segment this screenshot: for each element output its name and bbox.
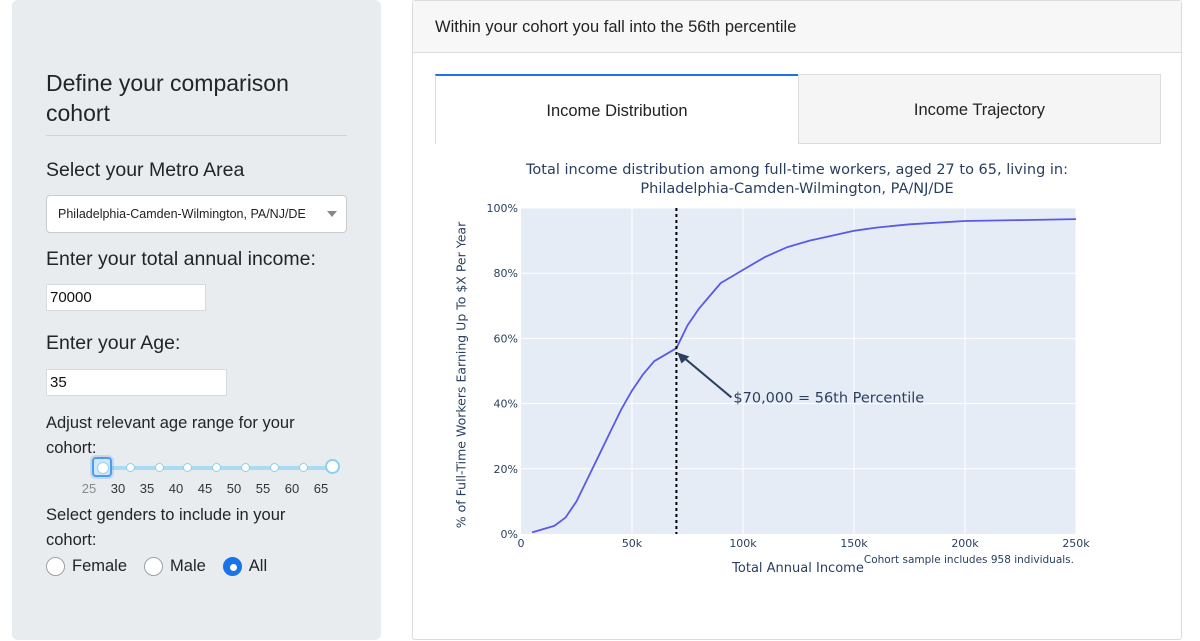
- income-input[interactable]: 70000: [46, 284, 206, 311]
- radio-female-label[interactable]: Female: [72, 556, 128, 575]
- slider-mark: 65: [313, 481, 329, 496]
- radio-female[interactable]: [46, 556, 65, 576]
- annotation: $70,000 = 56th Percentile: [675, 208, 924, 534]
- slider-mark: 55: [255, 481, 271, 496]
- gender-radio-group: Female Male All: [46, 555, 284, 577]
- chart-title-line2: Philadelphia-Camden-Wilmington, PA/NJ/DE: [640, 181, 954, 197]
- slider-dot: [126, 463, 135, 472]
- slider-mark: 50: [226, 481, 242, 496]
- x-tick-label: 250k: [1062, 537, 1090, 550]
- tab-income-trajectory[interactable]: Income Trajectory: [798, 74, 1161, 144]
- ticks: 0 50k 100k 150k 200k 250k 0% 20% 40% 60% 80% 100% To…: [487, 202, 1091, 576]
- slider-dot: [241, 463, 250, 472]
- annotation-text: $70,000 = 56th Percentile: [733, 390, 924, 406]
- results-card: Within your cohort you fall into the 56t…: [412, 0, 1182, 640]
- radio-all-label[interactable]: All: [248, 556, 268, 575]
- sample-footnote: Cohort sample includes 958 individuals.: [864, 554, 1074, 566]
- grid: [521, 207, 1077, 534]
- metro-select-value: Philadelphia-Camden-Wilmington, PA/NJ/DE: [58, 207, 306, 221]
- x-tick-label: 0: [518, 537, 525, 550]
- slider-mark: 60: [284, 481, 300, 496]
- slider-mark: 25: [81, 481, 97, 496]
- age-input[interactable]: 35: [46, 369, 227, 396]
- slider-mark: 45: [197, 481, 213, 496]
- age-label: Enter your Age:: [46, 332, 181, 354]
- slider-dot: [299, 463, 308, 472]
- slider-dot: [155, 463, 164, 472]
- metro-label: Select your Metro Area: [46, 159, 245, 181]
- cohort-sidebar: Define your comparison cohort Select you…: [12, 0, 381, 640]
- x-tick-label: 100k: [729, 537, 757, 550]
- slider-mark: 40: [168, 481, 184, 496]
- slider-mark: 35: [139, 481, 155, 496]
- y-tick-label: 80%: [494, 267, 518, 280]
- radio-male-label[interactable]: Male: [170, 556, 206, 575]
- y-tick-label: 100%: [487, 202, 518, 215]
- x-tick-label: 50k: [622, 537, 643, 550]
- y-tick-label: 0%: [501, 528, 518, 541]
- slider-handle-min[interactable]: [92, 457, 112, 477]
- tab-label: Income Distribution: [546, 102, 688, 120]
- sidebar-title: Define your comparison cohort: [46, 70, 289, 126]
- income-distribution-chart: 0 50k 100k 150k 200k 250k 0% 20% 40% 60% 80% 100% To…: [487, 202, 1091, 576]
- income-cdf-line: [531, 218, 1077, 534]
- x-axis-label: Total Annual Income: [731, 561, 864, 576]
- gender-label: Select genders to include in your cohort…: [46, 506, 286, 549]
- plot-background: [521, 208, 1076, 534]
- age-range-slider[interactable]: [92, 457, 343, 478]
- slider-marks: 25 30 35 40 45 50 55 60 65: [82, 481, 350, 499]
- income-label: Enter your total annual income:: [46, 248, 316, 270]
- x-tick-label: 200k: [951, 537, 979, 550]
- slider-mark: 30: [110, 481, 126, 496]
- radio-all[interactable]: [222, 556, 242, 576]
- slider-handle-max[interactable]: [325, 459, 340, 474]
- percentile-header: Within your cohort you fall into the 56t…: [413, 1, 1181, 53]
- tab-label: Income Trajectory: [913, 101, 1046, 119]
- slider-dot: [212, 463, 221, 472]
- slider-dot: [183, 463, 192, 472]
- annotation-arrowhead: [677, 352, 690, 364]
- metro-select[interactable]: Philadelphia-Camden-Wilmington, PA/NJ/DE: [46, 195, 347, 233]
- age-range-label: Adjust relevant age range for your cohor…: [46, 414, 295, 457]
- annotation-arrow-line: [681, 355, 733, 399]
- y-tick-label: 60%: [494, 332, 518, 345]
- sidebar-divider: [46, 135, 347, 136]
- y-tick-label: 20%: [494, 463, 518, 476]
- series: [531, 218, 1077, 534]
- x-tick-label: 150k: [840, 537, 868, 550]
- tab-income-distribution[interactable]: Income Distribution: [435, 74, 798, 144]
- chart-title-line1: Total income distribution among full-tim…: [526, 162, 1068, 178]
- radio-male[interactable]: [144, 556, 164, 576]
- slider-dot: [270, 463, 279, 472]
- chevron-down-icon: [327, 211, 337, 217]
- y-tick-label: 40%: [494, 398, 518, 411]
